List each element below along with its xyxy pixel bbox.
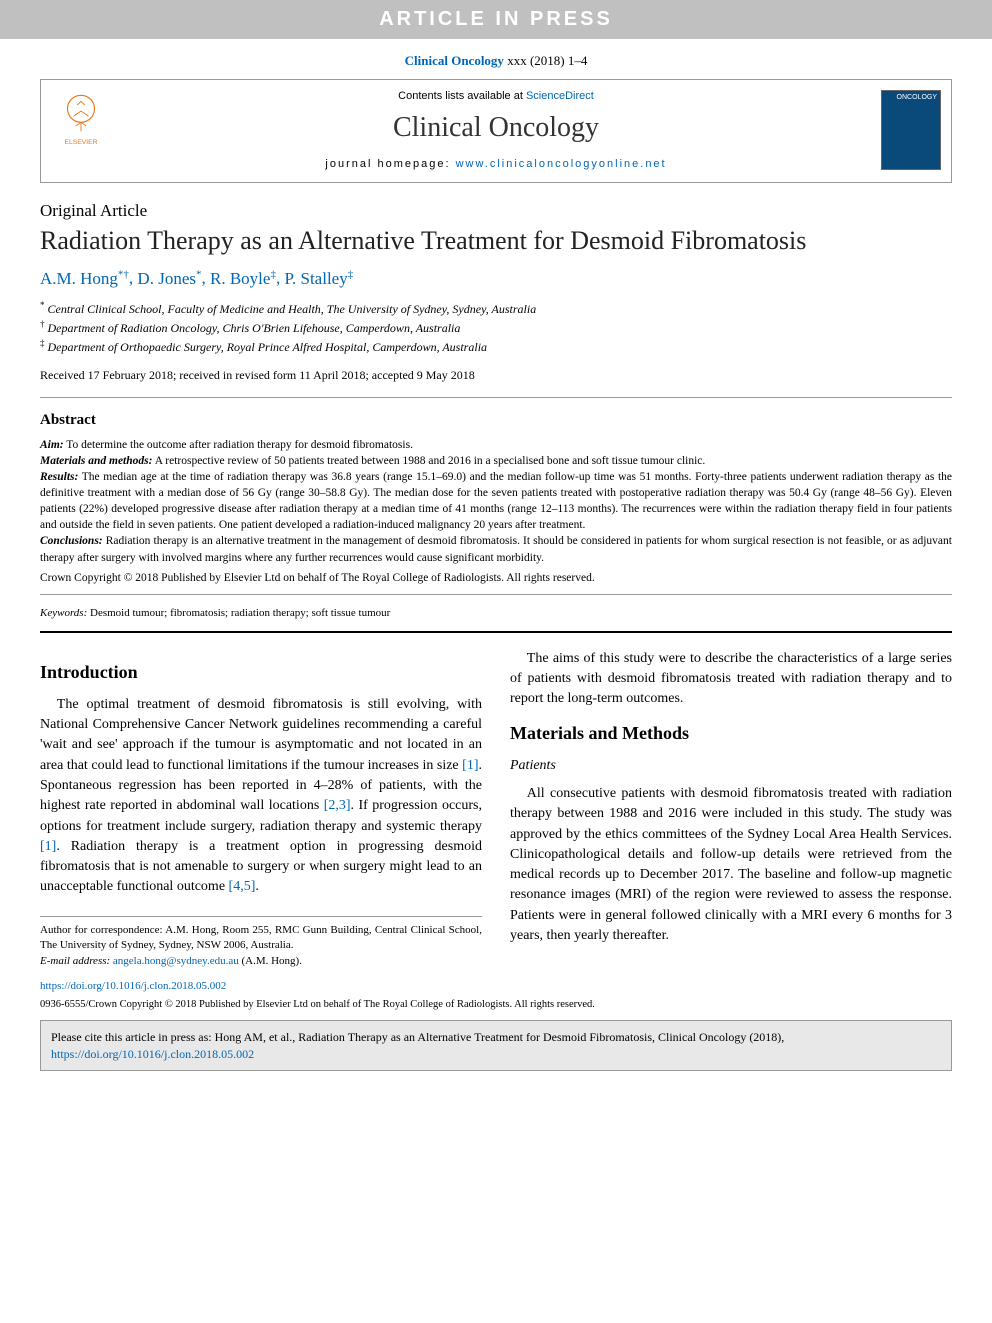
aim-label: Aim:: [40, 439, 64, 451]
divider: [40, 397, 952, 398]
citation-ref: xxx (2018) 1–4: [507, 53, 587, 68]
keywords-line: Keywords: Desmoid tumour; fibromatosis; …: [40, 607, 952, 619]
body-columns: Introduction The optimal treatment of de…: [40, 649, 952, 995]
elsevier-logo: ELSEVIER: [51, 90, 121, 170]
doi-line: https://doi.org/10.1016/j.clon.2018.05.0…: [40, 979, 482, 995]
cite-doi-link[interactable]: https://doi.org/10.1016/j.clon.2018.05.0…: [51, 1047, 254, 1061]
ref-4-5[interactable]: [4,5]: [229, 879, 256, 894]
homepage-line: journal homepage: www.clinicaloncologyon…: [41, 152, 951, 182]
methods-label: Materials and methods:: [40, 455, 152, 467]
abstract-body: Aim: To determine the outcome after radi…: [40, 437, 952, 586]
issn-copyright-line: 0936-6555/Crown Copyright © 2018 Publish…: [40, 999, 952, 1010]
aim-text: To determine the outcome after radiation…: [64, 439, 413, 451]
patients-subheading: Patients: [510, 756, 952, 776]
article-in-press-banner: ARTICLE IN PRESS: [0, 0, 992, 39]
materials-methods-heading: Materials and Methods: [510, 720, 952, 746]
sciencedirect-link[interactable]: ScienceDirect: [526, 90, 594, 102]
article-title: Radiation Therapy as an Alternative Trea…: [40, 225, 952, 256]
author-1: D. Jones*: [137, 269, 201, 288]
email-suffix: (A.M. Hong).: [239, 955, 302, 967]
author-0: A.M. Hong*†: [40, 269, 129, 288]
article-dates: Received 17 February 2018; received in r…: [40, 368, 952, 383]
homepage-prefix: journal homepage:: [325, 158, 455, 170]
contents-available-line: Contents lists available at ScienceDirec…: [41, 80, 951, 108]
ref-1[interactable]: [1]: [462, 758, 478, 773]
journal-cover-thumbnail: ONCOLOGY: [881, 90, 941, 170]
affiliation-2: ‡ Department of Orthopaedic Surgery, Roy…: [40, 337, 952, 356]
results-text: The median age at the time of radiation …: [40, 471, 952, 531]
intro-paragraph-1: The optimal treatment of desmoid fibroma…: [40, 695, 482, 898]
patients-paragraph: All consecutive patients with desmoid fi…: [510, 784, 952, 946]
results-label: Results:: [40, 471, 78, 483]
affiliation-0: * Central Clinical School, Faculty of Me…: [40, 299, 952, 318]
article-type: Original Article: [40, 201, 952, 221]
cite-as-box: Please cite this article in press as: Ho…: [40, 1020, 952, 1072]
left-column: Introduction The optimal treatment of de…: [40, 649, 482, 995]
authors-line: A.M. Hong*†, D. Jones*, R. Boyle‡, P. St…: [40, 268, 952, 289]
contents-prefix: Contents lists available at: [398, 90, 526, 102]
cover-title: ONCOLOGY: [882, 91, 940, 104]
email-label: E-mail address:: [40, 955, 110, 967]
cite-prefix: Please cite this article in press as: Ho…: [51, 1030, 784, 1044]
corr-email[interactable]: angela.hong@sydney.edu.au: [110, 955, 239, 967]
affiliation-1: † Department of Radiation Oncology, Chri…: [40, 318, 952, 337]
citation-journal: Clinical Oncology: [405, 53, 504, 68]
author-3: P. Stalley‡: [284, 269, 353, 288]
methods-text: A retrospective review of 50 patients tr…: [152, 455, 705, 467]
abstract-copyright: Crown Copyright © 2018 Published by Else…: [40, 570, 952, 586]
ref-2-3[interactable]: [2,3]: [324, 798, 351, 813]
introduction-heading: Introduction: [40, 659, 482, 685]
conclusions-label: Conclusions:: [40, 535, 103, 547]
keywords-label: Keywords:: [40, 607, 87, 619]
abstract-heading: Abstract: [40, 412, 952, 429]
intro-paragraph-2: The aims of this study were to describe …: [510, 649, 952, 710]
citation-line: Clinical Oncology xxx (2018) 1–4: [0, 39, 992, 79]
keywords-text: Desmoid tumour; fibromatosis; radiation …: [87, 607, 390, 619]
author-2: R. Boyle‡: [210, 269, 276, 288]
doi-link[interactable]: https://doi.org/10.1016/j.clon.2018.05.0…: [40, 980, 226, 992]
thick-divider: [40, 631, 952, 633]
journal-header-box: ELSEVIER ONCOLOGY Contents lists availab…: [40, 79, 952, 183]
journal-name: Clinical Oncology: [41, 108, 951, 152]
divider: [40, 594, 952, 595]
corr-label: Author for correspondence:: [40, 924, 163, 936]
svg-text:ELSEVIER: ELSEVIER: [64, 139, 97, 146]
correspondence-footer: Author for correspondence: A.M. Hong, Ro…: [40, 916, 482, 969]
homepage-link[interactable]: www.clinicaloncologyonline.net: [456, 158, 667, 170]
right-column: The aims of this study were to describe …: [510, 649, 952, 995]
conclusions-text: Radiation therapy is an alternative trea…: [40, 535, 952, 563]
ref-1b[interactable]: [1]: [40, 839, 56, 854]
affiliations: * Central Clinical School, Faculty of Me…: [40, 299, 952, 356]
